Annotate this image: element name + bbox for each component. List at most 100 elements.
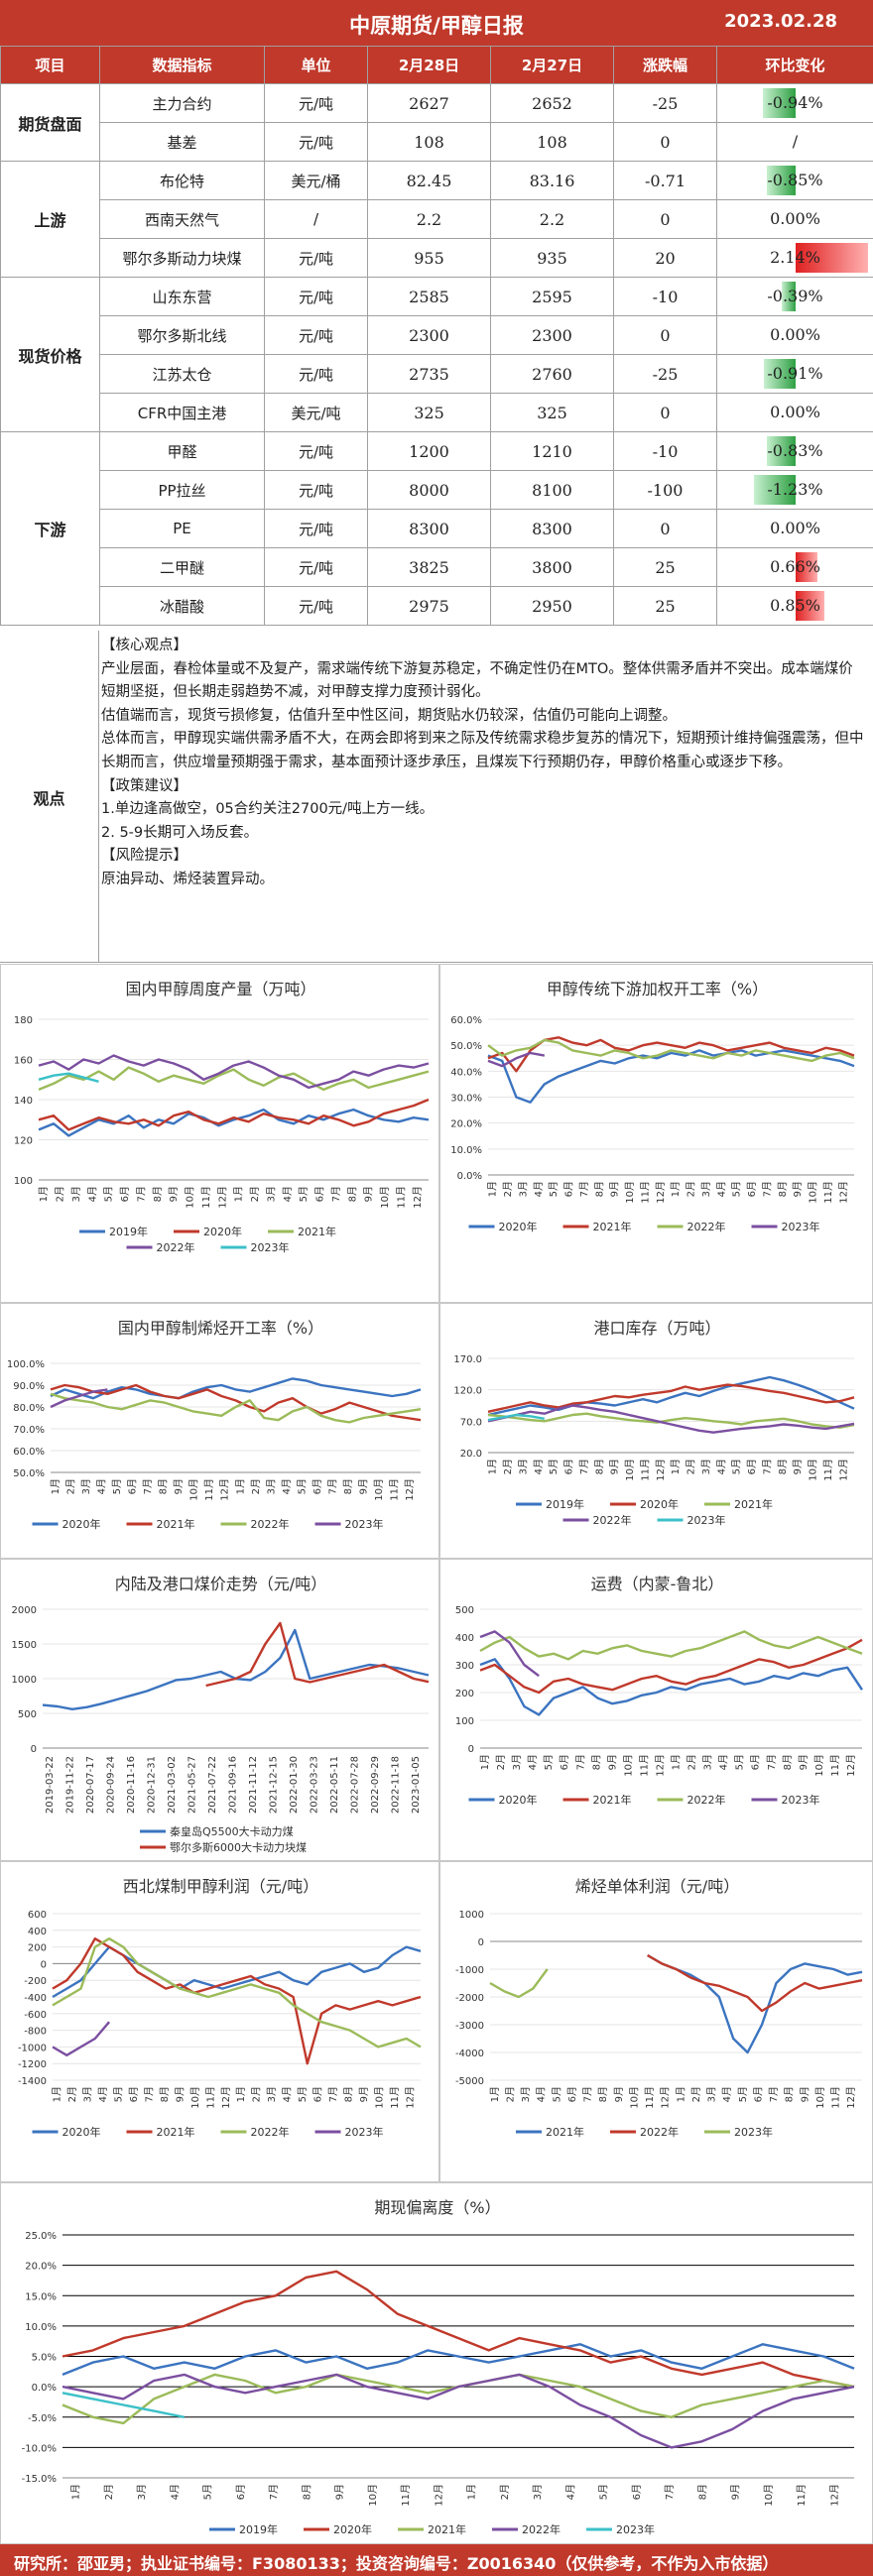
value-feb27-cell: 2300 — [490, 315, 614, 355]
category-cell: 上游 — [0, 161, 100, 278]
legend-label: 2023年 — [251, 1240, 290, 1254]
table-header-cell: 单位 — [264, 46, 368, 84]
x-tick-label: 7月 — [143, 2086, 155, 2102]
value-feb28-cell: 955 — [367, 238, 491, 278]
legend-label: 2020年 — [62, 2125, 101, 2139]
y-tick-label: 120.0 — [453, 1386, 482, 1397]
x-tick-label: 2022-03-23 — [309, 1756, 319, 1814]
x-tick-label: 8月 — [301, 2484, 312, 2500]
x-tick-label: 11月 — [829, 1754, 841, 1777]
y-tick-label: 120 — [14, 1136, 33, 1147]
view-paragraph: 原油异动、烯烃装置异动。 — [101, 871, 274, 887]
footer-disclaimer: 研究所：邵亚男；执业证书编号：F3080133；投资咨询编号：Z0016340（… — [0, 2544, 873, 2576]
x-tick-label: 5月 — [296, 1478, 308, 1494]
x-tick-label: 4月 — [718, 1754, 730, 1770]
pct-change-cell: 0.66% — [716, 547, 873, 587]
y-tick-label: 10.0% — [450, 1145, 482, 1156]
table-row: 基差 元/吨 108 108 0/ — [1, 122, 873, 162]
x-tick-label: 4月 — [86, 1186, 98, 1202]
x-tick-label: 4月 — [527, 1754, 539, 1770]
indicator-cell: 鄂尔多斯动力块煤 — [99, 238, 265, 278]
legend-label: 2020年 — [499, 1793, 538, 1807]
y-tick-label: -5.0% — [28, 2413, 57, 2424]
pct-change-cell: 0.00% — [716, 393, 873, 432]
legend-label: 2022年 — [251, 2125, 290, 2139]
x-tick-label: 10月 — [188, 1478, 200, 1501]
y-tick-label: 25.0% — [25, 2231, 57, 2242]
y-tick-label: 160 — [14, 1056, 33, 1067]
x-tick-label: 9月 — [334, 2484, 346, 2500]
y-tick-label: 5.0% — [32, 2353, 57, 2364]
x-tick-label: 11月 — [796, 2484, 808, 2507]
x-tick-label: 11月 — [822, 1459, 834, 1481]
x-tick-label: 9月 — [730, 2484, 742, 2500]
data-table: 项目 数据指标 单位 2月28日 2月27日 涨跌幅 环比变化 期货盘面 主力合约 元/吨 262… — [0, 46, 873, 626]
series-line — [479, 1630, 540, 1678]
category-cell: 下游 — [0, 431, 100, 626]
indicator-cell: 主力合约 — [99, 83, 265, 123]
x-tick-label: 2月 — [502, 1181, 514, 1197]
y-tick-label: 600 — [28, 1910, 47, 1921]
series-line — [38, 1072, 99, 1083]
series-line — [52, 1937, 422, 2049]
y-tick-label: 200 — [455, 1689, 474, 1699]
x-tick-label: 1月 — [38, 1186, 50, 1202]
unit-cell: 元/吨 — [264, 238, 368, 278]
unit-cell: 元/吨 — [264, 470, 368, 510]
x-tick-label: 10月 — [379, 1186, 391, 1209]
pct-change-fill — [782, 282, 796, 311]
unit-cell: / — [264, 199, 368, 239]
x-tick-label: 5月 — [111, 1478, 123, 1494]
x-tick-label: 7月 — [268, 2484, 280, 2500]
unit-cell: 元/吨 — [264, 431, 368, 471]
x-tick-label: 2月 — [686, 1181, 697, 1197]
legend-label: 2022年 — [522, 2522, 561, 2536]
x-tick-label: 9月 — [358, 2086, 370, 2102]
series-line — [52, 2021, 111, 2056]
value-feb28-cell: 82.45 — [367, 161, 491, 200]
legend-label: 2019年 — [109, 1225, 148, 1238]
x-tick-label: 2月 — [690, 2086, 702, 2102]
series-line — [647, 1953, 863, 2013]
x-tick-label: 2022-01-30 — [289, 1756, 300, 1814]
x-tick-label: 7月 — [327, 2086, 339, 2102]
pct-change-fill — [795, 591, 824, 621]
change-cell: -0.71 — [613, 161, 717, 200]
pct-change-label: 0.66% — [770, 557, 820, 576]
series-line — [487, 1049, 855, 1104]
y-tick-label: -1400 — [18, 2076, 47, 2087]
x-tick-label: 6月 — [563, 1181, 575, 1197]
x-tick-label: 7月 — [582, 2086, 594, 2102]
y-tick-label: 50.0% — [13, 1468, 45, 1479]
pct-change-cell: 2.14% — [716, 238, 873, 278]
x-tick-label: 2021-12-15 — [268, 1756, 279, 1814]
x-tick-label: 2022-07-28 — [349, 1756, 360, 1814]
x-tick-label: 1月 — [70, 2484, 82, 2500]
report-date: 2023.02.28 — [724, 11, 837, 32]
x-tick-label: 2022-11-18 — [390, 1756, 401, 1814]
legend-label: 2020年 — [203, 1225, 242, 1238]
pct-change-fill — [763, 88, 796, 118]
series-line — [487, 1413, 546, 1422]
x-tick-label: 2月 — [686, 1754, 698, 1770]
chart-panel-coal-methanol-profit: 西北煤制甲醇利润（元/吨） 600 400 200 0 -200 -400 -600 -800 -… — [0, 1861, 439, 2182]
x-tick-label: 7月 — [135, 1186, 147, 1202]
y-tick-label: 140 — [14, 1096, 33, 1107]
x-tick-label: 10月 — [624, 1459, 636, 1481]
x-tick-label: 10月 — [813, 1754, 825, 1777]
x-tick-label: 1月 — [670, 1459, 682, 1474]
table-row: 西南天然气/2.2 2.2 0 0.00% — [1, 199, 873, 239]
x-tick-label: 10月 — [814, 2086, 826, 2109]
chart-title: 内陆及港口煤价走势（元/吨） — [115, 1575, 326, 1593]
unit-cell: 元/吨 — [264, 83, 368, 123]
value-feb27-cell: 2950 — [490, 586, 614, 626]
value-feb28-cell: 8000 — [367, 470, 491, 510]
x-tick-label: 11月 — [395, 1186, 407, 1209]
report-title: 中原期货/甲醇日报 — [349, 14, 524, 38]
pct-change-cell: 0.00% — [716, 199, 873, 239]
x-tick-label: 10月 — [808, 1181, 819, 1204]
x-tick-label: 2022-05-11 — [329, 1756, 340, 1814]
y-tick-label: 100.0% — [7, 1359, 45, 1370]
x-tick-label: 4月 — [721, 2086, 733, 2102]
x-tick-label: 8月 — [597, 2086, 609, 2102]
